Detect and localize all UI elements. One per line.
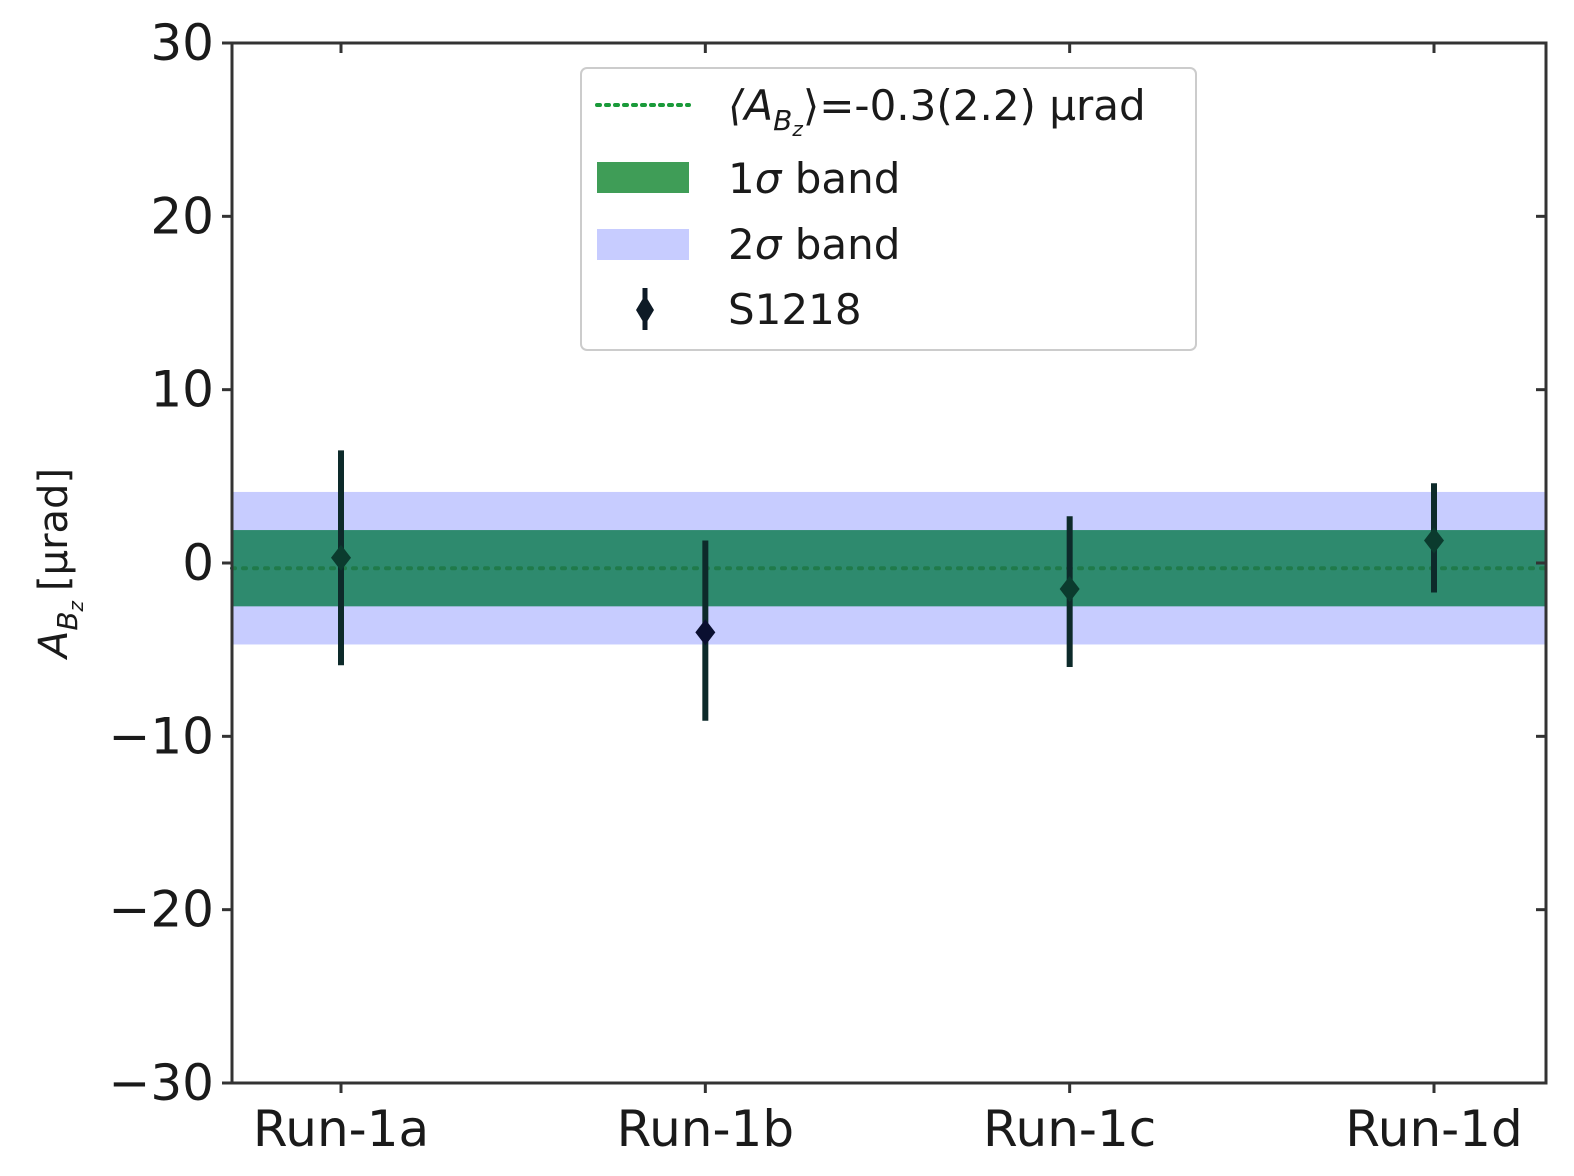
y-tick-label: 30 xyxy=(150,14,214,72)
legend-1sigma-swatch xyxy=(597,162,689,193)
y-tick-label: −30 xyxy=(108,1054,214,1112)
y-axis-label: ABz[μrad] xyxy=(31,468,88,661)
data-point xyxy=(1424,527,1444,554)
x-tick-label: Run-1a xyxy=(253,1100,429,1158)
legend-points-marker xyxy=(636,295,654,325)
x-tick-label: Run-1c xyxy=(983,1100,1156,1158)
legend: ⟨ABz⟩=-0.3(2.2) μrad 1σ band 2σ band S12… xyxy=(580,67,1197,351)
legend-mean-label: ⟨ABz⟩=-0.3(2.2) μrad xyxy=(728,81,1146,141)
legend-2sigma-swatch xyxy=(597,229,689,260)
legend-box xyxy=(580,67,1197,351)
data-point xyxy=(695,619,716,646)
x-axis: Run-1a Run-1b Run-1c Run-1d xyxy=(253,43,1523,1158)
data-point xyxy=(1059,576,1080,602)
y-tick-label: 0 xyxy=(182,534,214,592)
y-tick-label: −20 xyxy=(108,881,214,939)
x-tick-label: Run-1b xyxy=(617,1100,794,1158)
y-tick-label: 20 xyxy=(150,187,214,245)
legend-1sigma-label: 1σ band xyxy=(728,154,900,203)
data-point xyxy=(331,544,351,571)
legend-points-label: S1218 xyxy=(728,285,862,334)
y-tick-label: 10 xyxy=(150,361,214,419)
legend-2sigma-label: 2σ band xyxy=(728,220,900,269)
errorbars-layer xyxy=(331,450,1444,721)
bands-layer xyxy=(232,491,1546,645)
x-tick-label: Run-1d xyxy=(1345,1100,1522,1158)
y-axis: 30 20 10 0 −10 −20 −30 xyxy=(108,14,1546,1112)
y-tick-label: −10 xyxy=(108,707,214,765)
